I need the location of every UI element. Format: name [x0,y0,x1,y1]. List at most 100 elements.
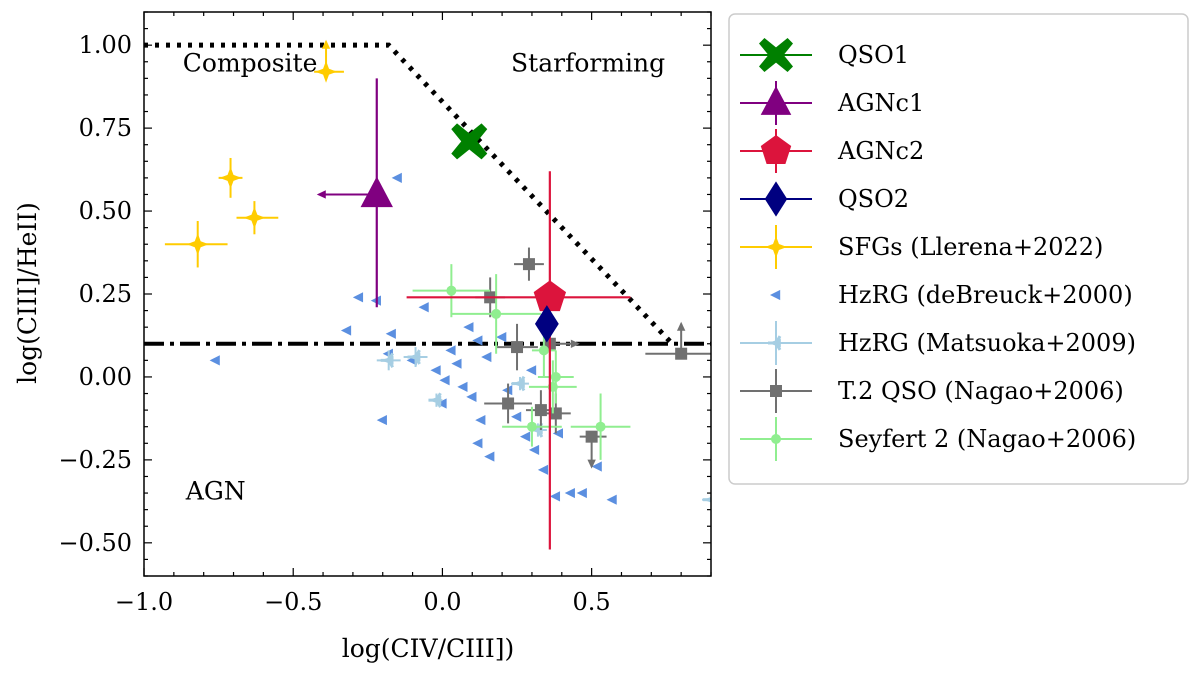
y-tick-label: 1.00 [79,31,132,59]
qso2-point-0 [534,305,559,343]
legend-item-hzrg-matsuoka-2009: HzRG (Matsuoka+2009) [740,321,1136,365]
hzrg-debreuck-2000-marker-2 [352,292,364,303]
series-t-2-qso-nagao-2006 [475,247,711,469]
hzrg-matsuoka-2009-point-0 [376,350,401,371]
qso2-marker-0 [534,305,559,343]
sfgs-llerena-2022-point-3 [314,39,344,83]
hzrg-debreuck-2000-point-22 [481,351,492,363]
y-tick-label: 0.25 [79,280,132,308]
hzrg-debreuck-2000-marker-30 [549,491,561,502]
hzrg-debreuck-2000-marker-29 [537,464,549,475]
hzrg-matsuoka-2009-point-5 [702,496,711,503]
hzrg-debreuck-2000-marker-25 [511,411,522,422]
hzrg-debreuck-2000-point-23 [496,332,507,343]
y-tick-label: 0.00 [79,363,132,391]
series-agnc1 [316,78,393,308]
t-2-qso-nagao-2006-point-7 [645,321,711,360]
plot-area: Composite Starforming AGN [144,39,711,550]
legend-marker-hzrg-debreuck-2000 [770,289,781,301]
legend-marker-sfgs-llerena-2022 [765,236,787,258]
seyfert-2-nagao-2006-point-1 [451,274,541,354]
t-2-qso-nagao-2006-point-6 [579,430,607,469]
y-tick-label: 0.50 [79,197,132,225]
hzrg-matsuoka-2009-marker-3 [512,375,526,392]
hzrg-debreuck-2000-marker-18 [472,335,483,346]
hzrg-debreuck-2000-marker-5 [385,328,396,339]
legend-label: SFGs (Llerena+2022) [838,233,1103,261]
hzrg-debreuck-2000-point-11 [436,398,447,409]
hzrg-debreuck-2000-marker-9 [418,302,429,313]
hzrg-debreuck-2000-point-27 [525,365,537,376]
legend-label: AGNc2 [837,137,924,165]
legend-item-agnc2: AGNc2 [740,129,924,173]
legend-box [728,13,1189,485]
hzrg-debreuck-2000-point-17 [466,391,477,402]
hzrg-debreuck-2000-point-18 [472,335,483,346]
seyfert-2-nagao-2006-marker-0 [446,285,457,296]
starforming-boundary-line [144,42,675,346]
legend-marker-qso1 [759,38,793,72]
seyfert-2-nagao-2006-marker-1 [491,308,502,319]
hzrg-debreuck-2000-point-15 [457,381,468,392]
hzrg-debreuck-2000-point-35 [606,494,617,505]
t-2-qso-nagao-2006-marker-6 [585,430,598,443]
hzrg-debreuck-2000-point-5 [385,328,396,339]
hzrg-debreuck-2000-point-19 [472,438,483,449]
t-2-qso-nagao-2006-marker-3 [502,397,515,410]
series-seyfert-2-nagao-2006 [412,264,631,460]
hzrg-debreuck-2000-marker-11 [436,398,447,409]
t-2-qso-nagao-2006-point-2 [496,323,538,371]
hzrg-debreuck-2000-point-20 [475,414,486,426]
legend-marker-agnc2 [760,135,792,164]
series-hzrg-matsuoka-2009 [376,347,711,503]
hzrg-debreuck-2000-point-31 [552,428,564,439]
legend-label: HzRG (deBreuck+2000) [838,281,1133,309]
hzrg-matsuoka-2009-point-1 [403,347,428,367]
region-label-starforming: Starforming [511,49,665,78]
hzrg-debreuck-2000-marker-35 [606,494,617,505]
t-2-qso-nagao-2006-point-1 [514,247,544,281]
series-qso2 [534,305,559,343]
hzrg-debreuck-2000-marker-14 [451,358,462,369]
t-2-qso-nagao-2006-marker-1 [522,258,535,271]
hzrg-debreuck-2000-point-28 [528,444,540,456]
legend-marker-qso2 [764,181,788,217]
sfgs-llerena-2022-point-1 [218,157,243,198]
hzrg-debreuck-2000-point-6 [391,172,402,183]
agnc1-marker-0 [360,176,393,208]
qso1-marker-0 [451,123,488,160]
t-2-qso-nagao-2006-point-3 [484,383,532,424]
y-tick-label: −0.25 [58,446,132,474]
agnc2-marker-0 [533,280,567,312]
hzrg-debreuck-2000-marker-27 [525,365,537,376]
y-axis-label: log(CIII]/HeII) [13,202,42,384]
hzrg-matsuoka-2009-marker-0 [380,352,395,369]
hzrg-debreuck-2000-point-25 [511,411,522,422]
hzrg-debreuck-2000-marker-13 [445,345,456,356]
hzrg-debreuck-2000-marker-6 [391,172,402,183]
hzrg-debreuck-2000-marker-16 [463,322,474,333]
hzrg-debreuck-2000-marker-23 [496,332,507,343]
hzrg-debreuck-2000-point-12 [439,375,450,386]
hzrg-debreuck-2000-marker-20 [475,414,486,426]
hzrg-debreuck-2000-point-33 [576,487,587,499]
seyfert-2-nagao-2006-marker-6 [550,371,561,382]
t-2-qso-nagao-2006-marker-7 [675,347,688,360]
hzrg-debreuck-2000-marker-34 [591,461,602,472]
t-2-qso-nagao-2006-marker-2 [511,341,524,354]
hzrg-debreuck-2000-point-14 [451,358,462,369]
seyfert-2-nagao-2006-point-4 [502,406,562,447]
legend-item-qso2: QSO2 [740,181,909,217]
hzrg-debreuck-2000-point-13 [445,345,456,356]
y-tick-label: −0.50 [58,529,132,557]
axes: −1.0 −0.5 0.0 0.5 −0.50 −0.25 0.00 0.25 0.50 0.75… [58,11,712,616]
legend-marker-seyfert-2-nagao-2006 [771,434,781,444]
hzrg-debreuck-2000-point-32 [564,487,575,499]
hzrg-matsuoka-2009-point-3 [511,375,529,392]
hzrg-matsuoka-2009-marker-1 [407,349,421,365]
legend-marker-hzrg-matsuoka-2009 [768,335,782,351]
series-qso1 [451,123,488,160]
hzrg-debreuck-2000-marker-15 [457,381,468,392]
hzrg-debreuck-2000-marker-28 [528,444,540,456]
region-label-agn: AGN [185,477,246,506]
